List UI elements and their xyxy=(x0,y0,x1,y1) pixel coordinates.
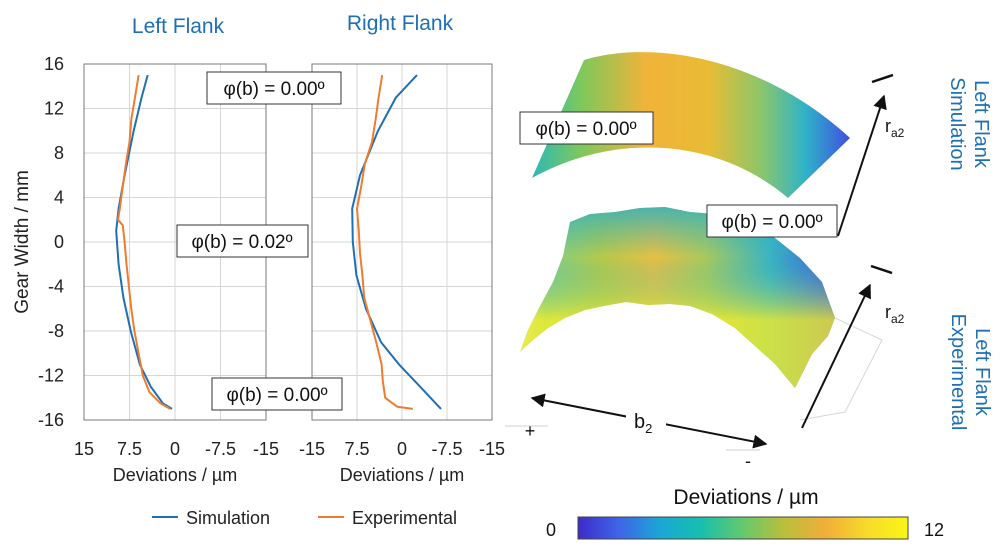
y-tick-label: 12 xyxy=(44,99,64,119)
x-tick-label: -15 xyxy=(253,439,279,459)
ra2-label-simulation: ra2 xyxy=(885,116,905,140)
colorbar-max-label: 12 xyxy=(924,520,944,540)
right-series-experimental-line xyxy=(356,74,413,410)
x-tick-label: 0 xyxy=(170,439,180,459)
legend-simulation-label: Simulation xyxy=(186,508,270,528)
x-tick-label: -7.5 xyxy=(431,439,462,459)
left-flank-plot xyxy=(83,63,267,421)
experimental-caption-line1: Experimental xyxy=(947,314,969,431)
colorbar-title: Deviations / µm xyxy=(673,486,818,509)
right-flank-plot xyxy=(311,63,493,421)
x-tick-label: -15 xyxy=(299,439,325,459)
surface-angle-label-experimental: φ(b) = 0.00º xyxy=(706,204,838,238)
colorbar: Deviations / µm 0 12 xyxy=(546,486,944,540)
left-x-tick-labels: 15 7.5 0 -7.5 -15 xyxy=(74,439,279,459)
x-tick-label: 7.5 xyxy=(117,439,142,459)
left-x-axis-label: Deviations / µm xyxy=(113,465,237,485)
simulation-caption-line2: Left Flank xyxy=(970,80,992,169)
y-tick-label: -12 xyxy=(38,366,64,386)
x-tick-label: -7.5 xyxy=(205,439,236,459)
right-series xyxy=(351,74,442,410)
y-tick-label: -16 xyxy=(38,410,64,430)
right-plot-frame xyxy=(311,63,493,421)
y-tick-label: 8 xyxy=(54,143,64,163)
left-series-experimental-line xyxy=(117,74,171,410)
left-series-simulation-line xyxy=(115,74,173,410)
simulation-caption-line1: Simulation xyxy=(946,77,968,170)
colorbar-gradient-bar xyxy=(577,516,909,540)
b2-arrow xyxy=(530,393,768,449)
x-tick-label: 15 xyxy=(74,439,94,459)
surface-angle-label-simulation-text: φ(b) = 0.00º xyxy=(535,119,636,140)
ra2-arrow-simulation xyxy=(837,73,894,237)
b2-label: b2 xyxy=(634,411,652,436)
y-tick-label: 16 xyxy=(44,54,64,74)
ra2-label-experimental: ra2 xyxy=(885,302,905,326)
x-tick-label: 7.5 xyxy=(344,439,369,459)
surface-angle-label-experimental-text: φ(b) = 0.00º xyxy=(721,212,822,233)
experimental-surface xyxy=(520,207,835,388)
experimental-caption-line2: Left Flank xyxy=(971,328,993,417)
y-tick-label: 0 xyxy=(54,232,64,252)
angle-label-middle: φ(b) = 0.02º xyxy=(176,224,309,258)
angle-label-top-text: φ(b) = 0.00º xyxy=(223,79,324,100)
plus-sign: + xyxy=(525,421,536,441)
experimental-surface-shading xyxy=(520,207,835,388)
x-tick-label: -15 xyxy=(479,439,505,459)
right-flank-title: Right Flank xyxy=(347,12,454,35)
legend-experimental-label: Experimental xyxy=(352,508,457,528)
angle-label-bottom-text: φ(b) = 0.00º xyxy=(226,385,327,406)
right-x-axis-label: Deviations / µm xyxy=(340,465,464,485)
right-grid xyxy=(312,64,492,420)
simulation-surface xyxy=(532,52,850,198)
angle-label-middle-text: φ(b) = 0.02º xyxy=(191,232,292,253)
ra2-arrow-experimental xyxy=(801,264,893,429)
y-tick-label: -4 xyxy=(48,277,64,297)
left-flank-title: Left Flank xyxy=(132,15,225,38)
angle-label-bottom: φ(b) = 0.00º xyxy=(211,377,343,411)
y-tick-label: -8 xyxy=(48,321,64,341)
y-tick-labels: 16 12 8 4 0 -4 -8 -12 -16 xyxy=(38,54,64,430)
colorbar-min-label: 0 xyxy=(546,520,556,540)
y-axis-label: Gear Width / mm xyxy=(12,170,33,314)
right-series-simulation-line xyxy=(351,74,442,410)
surface-angle-label-simulation: φ(b) = 0.00º xyxy=(519,111,654,145)
legend: Simulation Experimental xyxy=(152,508,457,528)
left-series xyxy=(115,74,173,410)
experimental-bounding-lines xyxy=(799,317,883,421)
angle-label-top: φ(b) = 0.00º xyxy=(206,71,342,105)
x-tick-label: 0 xyxy=(397,439,407,459)
y-tick-label: 4 xyxy=(54,188,64,208)
simulation-surface-band xyxy=(532,52,850,198)
right-x-tick-labels: -15 7.5 0 -7.5 -15 xyxy=(299,439,505,459)
minus-sign: - xyxy=(745,451,751,471)
